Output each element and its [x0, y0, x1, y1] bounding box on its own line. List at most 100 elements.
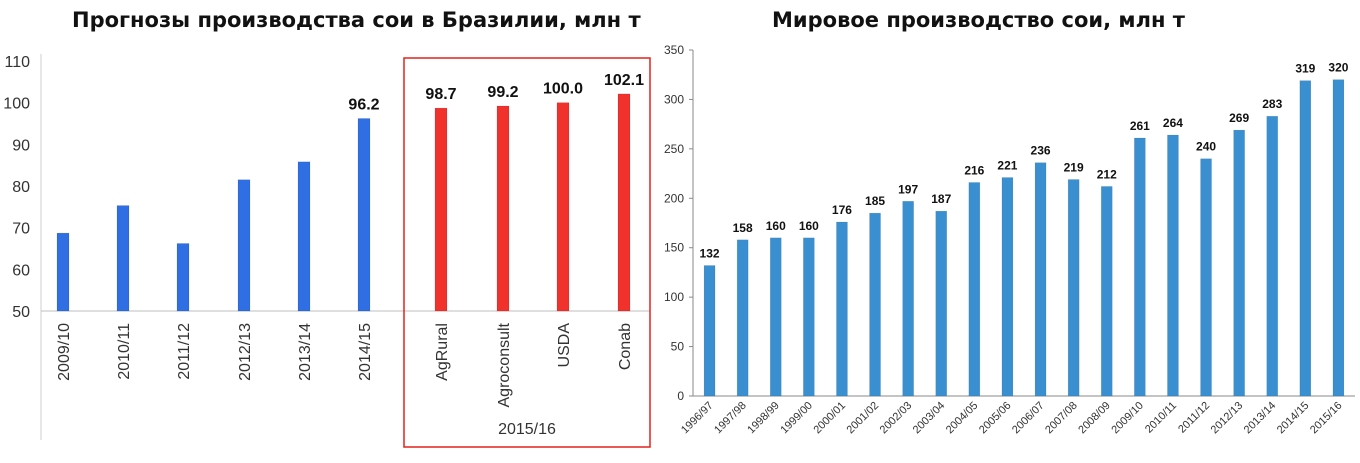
bar — [496, 105, 510, 312]
data-label: 132 — [700, 247, 720, 261]
bar — [1034, 162, 1047, 397]
left-chart-title: Прогнозы производства сои в Бразилии, мл… — [72, 8, 641, 32]
y-tick-label: 300 — [664, 92, 684, 106]
data-label: 283 — [1262, 97, 1282, 111]
x-tick-label: 2012/13 — [1209, 400, 1246, 437]
data-label: 185 — [865, 194, 885, 208]
bar — [357, 118, 371, 312]
x-tick-label: Agroconsult — [496, 322, 513, 407]
x-tick-label: 2007/08 — [1043, 400, 1080, 437]
x-tick-label: 2004/05 — [944, 400, 981, 437]
bar — [617, 93, 631, 312]
data-label: 236 — [1031, 144, 1051, 158]
data-label: 96.2 — [348, 97, 379, 114]
bar — [968, 182, 981, 397]
x-tick-label: AgRural — [434, 323, 451, 381]
bar — [836, 221, 848, 397]
x-tick-label: 2009/10 — [1109, 400, 1146, 437]
x-tick-label: 2009/10 — [56, 323, 73, 381]
data-label: 99.2 — [487, 84, 518, 101]
y-tick-label: 110 — [4, 54, 30, 71]
x-tick-label: 2010/11 — [1143, 400, 1179, 436]
x-tick-label: 1996/97 — [679, 400, 716, 437]
bar — [902, 200, 914, 397]
data-label: 319 — [1295, 62, 1315, 76]
x-tick-label: USDA — [556, 323, 573, 368]
bar — [703, 265, 716, 397]
bar — [1200, 158, 1212, 397]
x-tick-label: 2000/01 — [811, 400, 848, 437]
bar — [1001, 177, 1014, 397]
y-tick-label: 150 — [664, 241, 684, 255]
data-label: 261 — [1130, 119, 1150, 133]
bar — [1100, 186, 1113, 397]
x-tick-label: 2005/06 — [977, 400, 1014, 437]
data-label: 160 — [799, 219, 819, 233]
x-tick-label: 2001/02 — [845, 400, 882, 437]
y-tick-label: 50 — [671, 340, 685, 354]
bar — [1266, 115, 1279, 397]
y-tick-label: 100 — [664, 290, 684, 304]
bar — [935, 210, 948, 397]
x-tick-label: 2011/12 — [176, 323, 193, 380]
world-production-chart: 0 50 100 150 200 250 300 350 132 1996/97 158 1997/9… — [664, 43, 1355, 437]
y-tick-label: 50 — [12, 304, 30, 321]
x-tick-label: 2010/11 — [116, 323, 133, 380]
x-tick-label: Conab — [617, 323, 634, 370]
x-tick-label: 2003/04 — [911, 400, 948, 437]
right-chart-title: Мировое производство сои, млн т — [772, 8, 1185, 32]
bar — [176, 243, 190, 312]
data-label: 216 — [964, 163, 984, 177]
y-tick-label: 70 — [12, 221, 30, 238]
data-label: 100.0 — [543, 81, 583, 98]
data-label: 221 — [997, 159, 1017, 173]
y-tick-label: 250 — [664, 142, 684, 156]
x-tick-label: 2008/09 — [1076, 400, 1113, 437]
data-label: 187 — [931, 192, 951, 206]
y-tick-label: 350 — [664, 43, 684, 57]
bar — [116, 205, 130, 312]
y-tick-label: 200 — [664, 191, 684, 205]
data-label: 240 — [1196, 140, 1216, 154]
x-tick-label: 2011/12 — [1176, 400, 1212, 436]
data-label: 269 — [1229, 111, 1249, 125]
data-label: 160 — [766, 219, 786, 233]
data-label: 102.1 — [604, 72, 644, 89]
x-tick-label: 1998/99 — [745, 400, 782, 437]
bar — [803, 237, 815, 397]
y-tick-label: 0 — [677, 389, 684, 403]
data-label: 264 — [1163, 116, 1183, 130]
y-tick-label: 90 — [12, 137, 30, 154]
bar — [769, 237, 782, 397]
data-label: 320 — [1328, 61, 1348, 75]
bar — [1332, 79, 1345, 397]
bar — [1134, 137, 1146, 397]
group-box — [403, 57, 651, 448]
data-label: 158 — [733, 221, 753, 235]
data-label: 212 — [1097, 167, 1117, 181]
x-tick-label: 2012/13 — [237, 323, 254, 381]
x-tick-label: 2013/14 — [1242, 400, 1279, 437]
brazil-forecast-chart: 50 60 70 80 90 100 110 96.2 98.7 99.2 100.0 102.1 20… — [3, 54, 651, 448]
bar — [556, 102, 570, 312]
y-tick-label: 60 — [12, 262, 30, 279]
bar — [297, 161, 311, 312]
bar — [869, 212, 881, 397]
bar — [237, 179, 251, 312]
x-tick-label: 2014/15 — [357, 323, 374, 381]
bar — [736, 239, 749, 397]
data-label: 219 — [1064, 161, 1084, 175]
data-label: 197 — [898, 182, 918, 196]
bar — [1233, 129, 1245, 397]
bar — [1167, 134, 1179, 397]
x-tick-label: 1999/00 — [778, 400, 815, 437]
x-tick-label: 2013/14 — [297, 323, 314, 381]
x-tick-label: 2006/07 — [1010, 400, 1047, 437]
data-label: 176 — [832, 203, 852, 217]
x-tick-label: 2002/03 — [878, 400, 915, 437]
bar — [1299, 80, 1312, 397]
bar — [434, 107, 448, 312]
x-tick-label: 2015/16 — [1308, 400, 1345, 437]
data-label: 98.7 — [425, 86, 456, 103]
x-tick-label: 1997/98 — [712, 400, 749, 437]
